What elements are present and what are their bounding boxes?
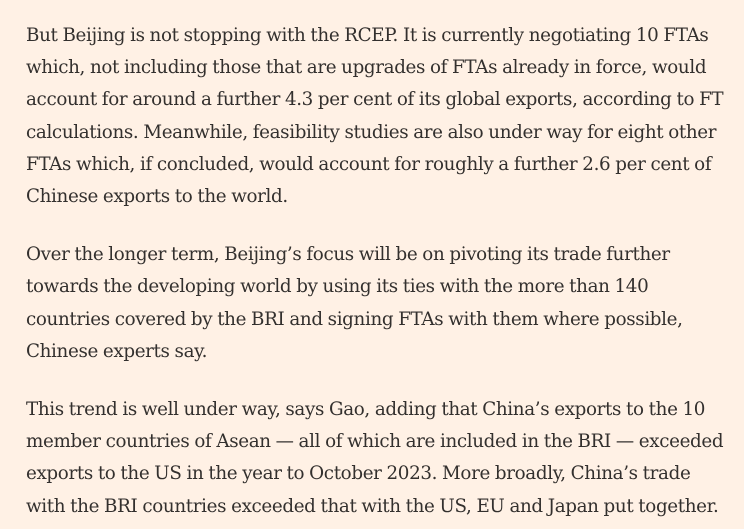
article-paragraph-2: Over the longer term, Beijing’s focus wi… (26, 244, 683, 362)
article-paragraph-1: But Beijing is not stopping with the RCE… (26, 25, 724, 208)
article-paragraph-3: This trend is well under way, says Gao, … (26, 399, 724, 517)
